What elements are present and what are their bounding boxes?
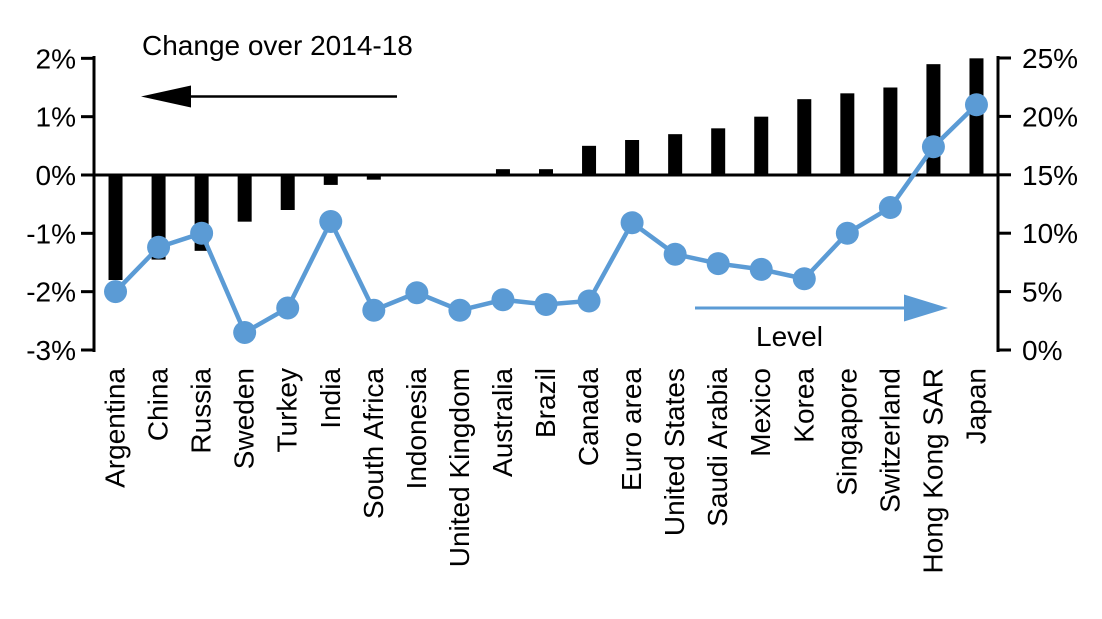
marker-Korea xyxy=(792,267,816,291)
marker-Japan xyxy=(964,93,988,117)
marker-Brazil xyxy=(534,292,558,316)
marker-Australia xyxy=(491,288,515,312)
x-axis-label-Switzerland: Switzerland xyxy=(874,368,905,513)
marker-Euro area xyxy=(620,211,644,235)
bar-Mexico xyxy=(754,116,769,175)
x-axis-label-Korea: Korea xyxy=(788,368,819,443)
line-series-annotation-label: Level xyxy=(756,321,823,352)
bar-Turkey xyxy=(280,175,295,210)
bar-Switzerland xyxy=(883,87,898,175)
bar-Korea xyxy=(797,99,812,175)
x-axis-label-Japan: Japan xyxy=(960,368,991,444)
marker-Sweden xyxy=(233,320,257,344)
bar-Sweden xyxy=(237,175,252,222)
marker-Saudi Arabia xyxy=(706,252,730,276)
marker-Russia xyxy=(190,221,214,245)
marker-Indonesia xyxy=(405,281,429,305)
left-axis-tick-label: 1% xyxy=(36,102,76,133)
right-axis-tick-label: 10% xyxy=(1022,218,1078,249)
x-axis-label-Sweden: Sweden xyxy=(229,368,260,469)
marker-China xyxy=(147,235,171,259)
x-axis-label-Singapore: Singapore xyxy=(831,368,862,496)
left-axis-tick-label: -1% xyxy=(26,218,76,249)
marker-Argentina xyxy=(104,280,128,304)
bar-Japan xyxy=(969,58,984,175)
bar-Argentina xyxy=(108,175,123,280)
x-axis-label-Euro area: Euro area xyxy=(616,368,647,491)
bar-series-arrow-head xyxy=(141,85,191,108)
bar-United States xyxy=(668,134,683,175)
bar-India xyxy=(323,175,338,185)
right-axis-tick-label: 15% xyxy=(1022,160,1078,191)
marker-Canada xyxy=(577,289,601,313)
right-axis-tick-label: 20% xyxy=(1022,101,1078,132)
left-axis-tick-label: 0% xyxy=(36,160,76,191)
x-axis-label-Hong Kong SAR: Hong Kong SAR xyxy=(917,368,948,573)
x-axis-label-Brazil: Brazil xyxy=(530,368,561,438)
x-axis-label-Russia: Russia xyxy=(186,368,217,454)
marker-Turkey xyxy=(276,296,300,320)
x-axis-label-Canada: Canada xyxy=(573,368,604,467)
x-axis-label-Argentina: Argentina xyxy=(100,368,131,488)
marker-Hong Kong SAR xyxy=(921,135,945,159)
marker-United States xyxy=(663,242,687,266)
bar-South Africa xyxy=(366,175,381,180)
left-axis-tick-label: 2% xyxy=(36,43,76,74)
bar-Australia xyxy=(495,169,510,175)
x-axis-label-Saudi Arabia: Saudi Arabia xyxy=(702,368,733,527)
bar-Singapore xyxy=(840,93,855,175)
right-axis-tick-label: 5% xyxy=(1022,277,1062,308)
marker-Mexico xyxy=(749,257,773,281)
x-axis-label-Indonesia: Indonesia xyxy=(401,368,432,490)
marker-India xyxy=(319,210,343,234)
bar-series-annotation-label: Change over 2014-18 xyxy=(142,30,413,61)
left-axis-tick-label: -2% xyxy=(26,277,76,308)
x-axis-label-Mexico: Mexico xyxy=(745,368,776,457)
x-axis-label-South Africa: South Africa xyxy=(358,368,389,519)
bar-Canada xyxy=(582,145,597,175)
x-axis-label-United Kingdom: United Kingdom xyxy=(444,368,475,567)
left-axis-tick-label: -3% xyxy=(26,335,76,366)
marker-United Kingdom xyxy=(448,298,472,322)
line-series-arrow-head xyxy=(904,294,948,322)
marker-South Africa xyxy=(362,298,386,322)
x-axis-label-United States: United States xyxy=(659,368,690,536)
x-axis-label-Australia: Australia xyxy=(487,368,518,477)
marker-Switzerland xyxy=(878,196,902,220)
bar-Brazil xyxy=(539,169,553,175)
marker-Singapore xyxy=(835,221,859,245)
right-axis-tick-label: 0% xyxy=(1022,335,1062,366)
x-axis-label-China: China xyxy=(143,368,174,442)
right-axis-tick-label: 25% xyxy=(1022,43,1078,74)
bar-Hong Kong SAR xyxy=(926,64,941,175)
x-axis-label-Turkey: Turkey xyxy=(272,368,303,453)
bar-Euro area xyxy=(625,140,640,175)
x-axis-label-India: India xyxy=(315,368,346,429)
bar-Saudi Arabia xyxy=(711,128,726,175)
